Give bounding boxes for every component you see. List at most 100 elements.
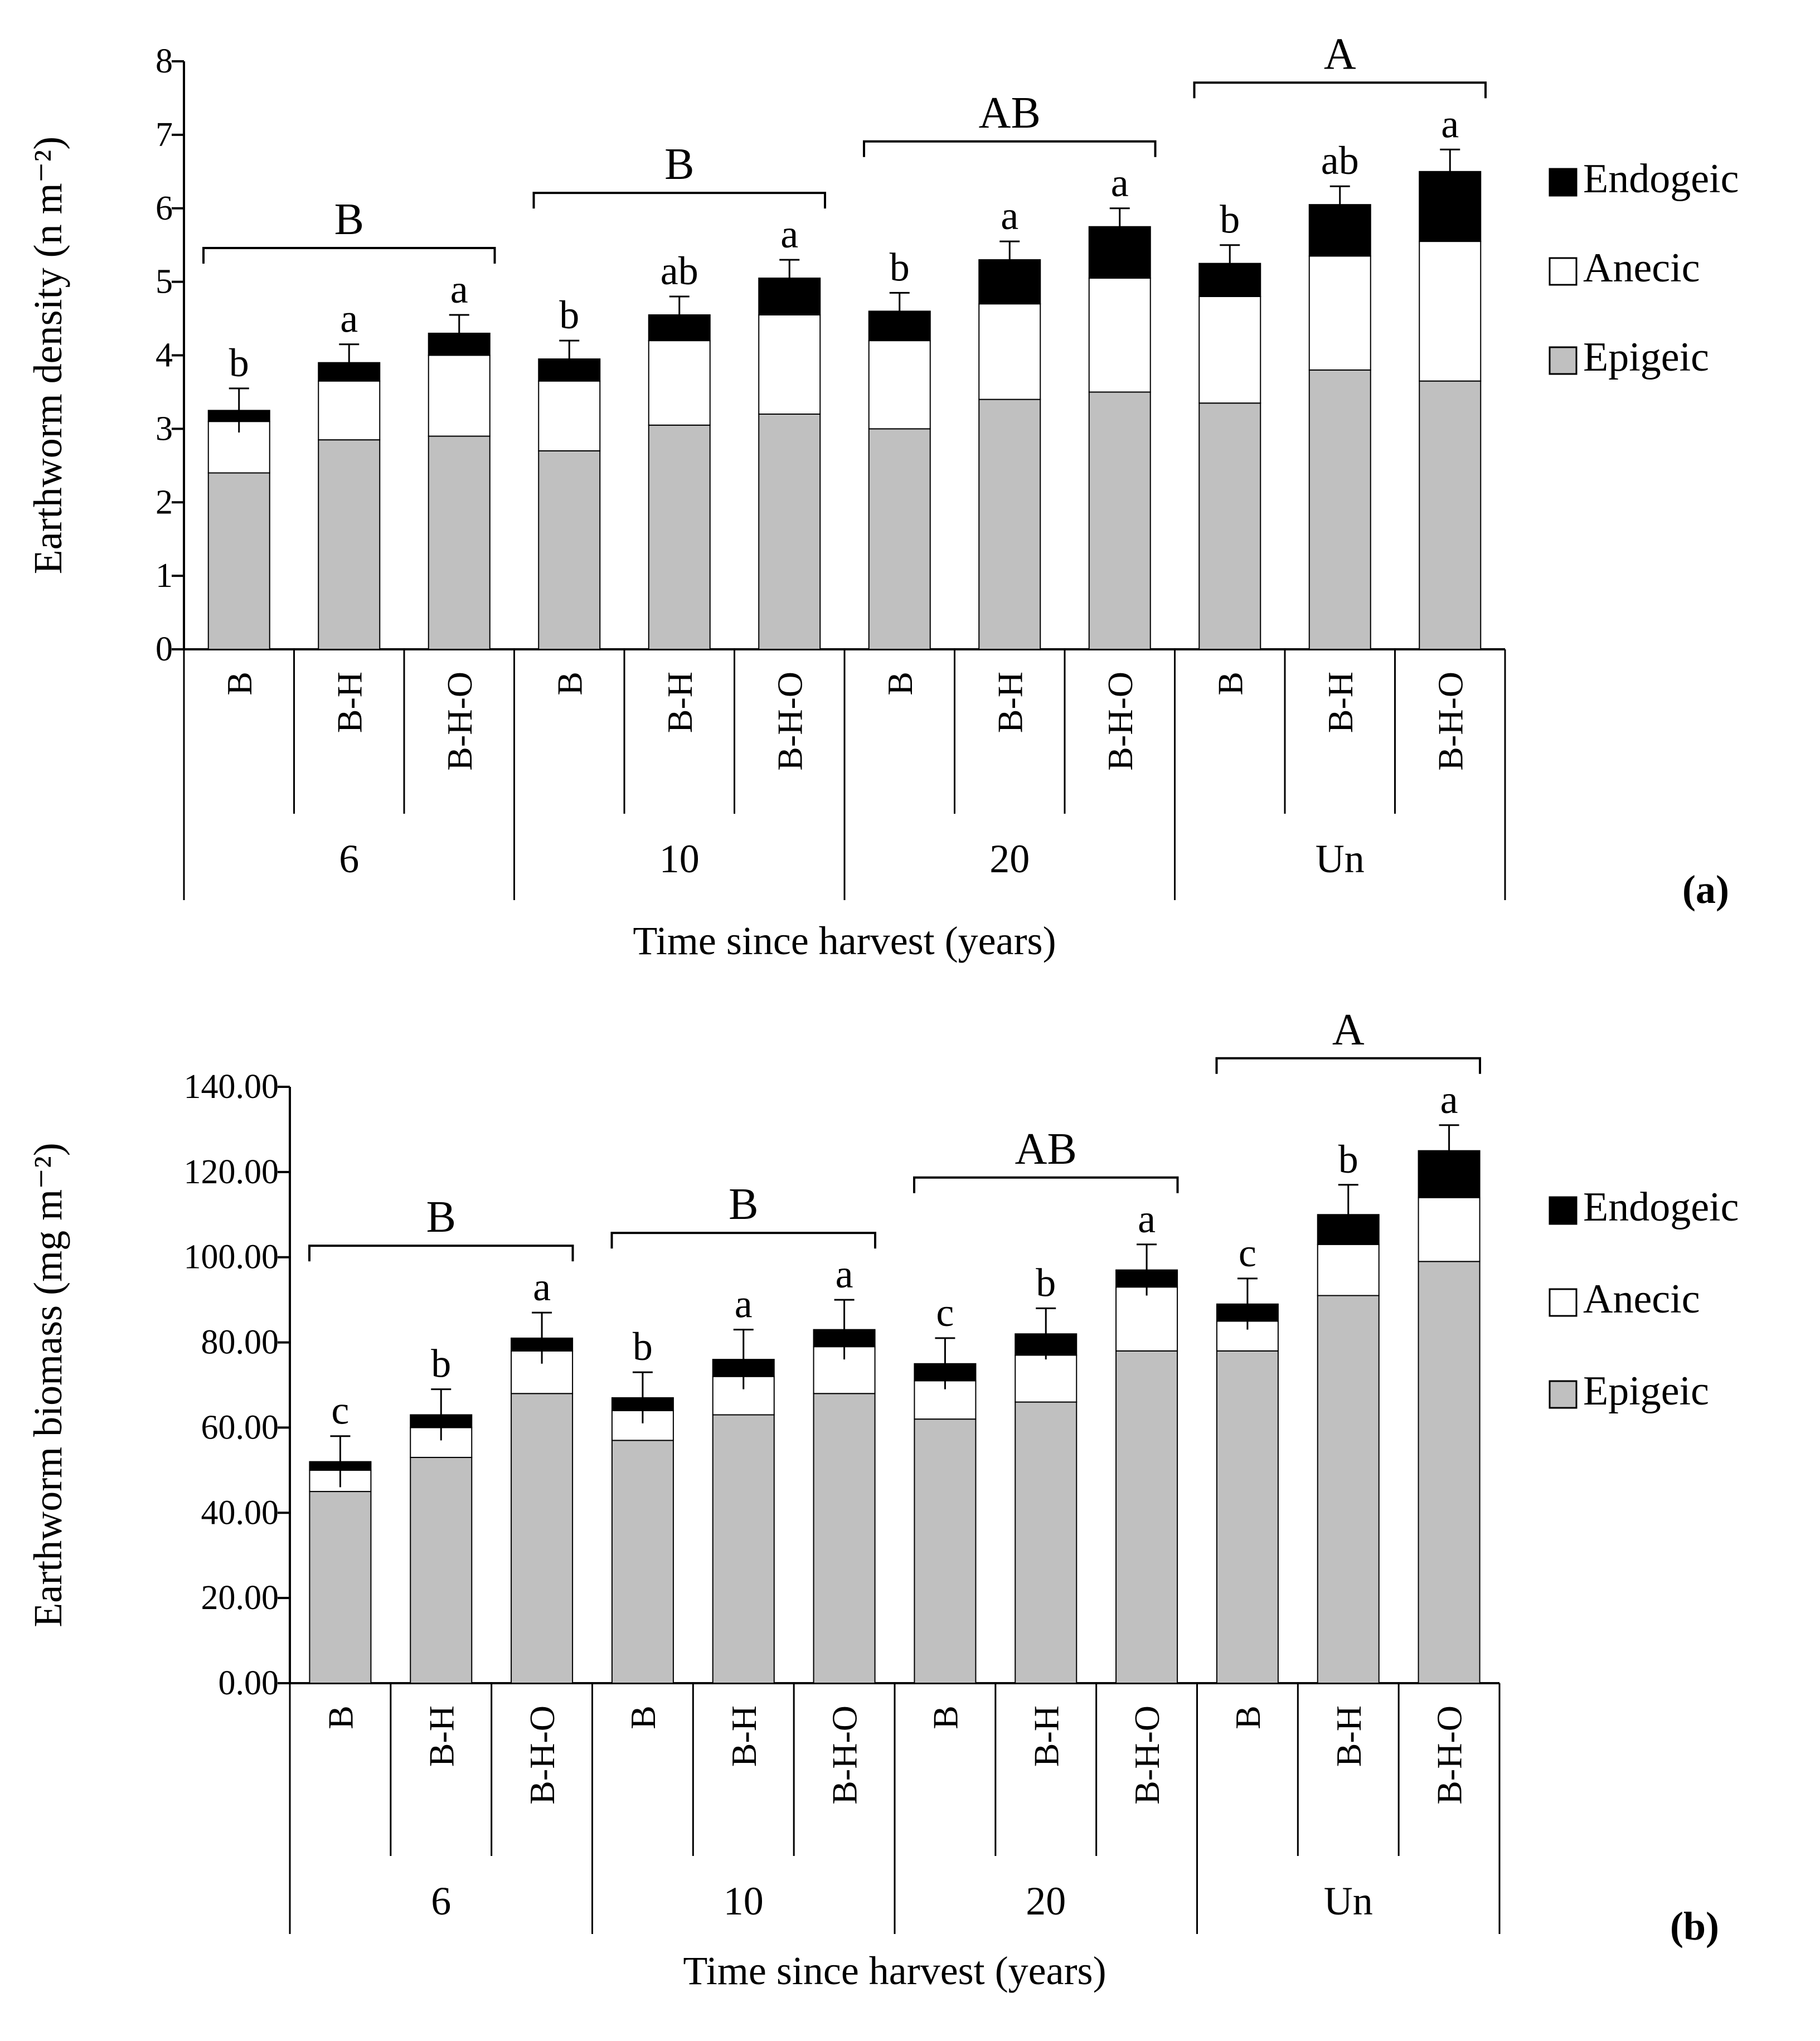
- bar-significance-letter: a: [735, 1282, 753, 1326]
- panel-a-density-chart: 0 1 2 3 4 5 6 7 8 B B-H B-H-O B B-H B-H-O B B-H B-H-O B B-H…: [26, 30, 1739, 963]
- category-label: B-H-O: [770, 672, 809, 771]
- y-tick-label: 80.00: [201, 1324, 279, 1362]
- group-label: Un: [1316, 837, 1365, 881]
- bar-epigeic-segment: [318, 439, 381, 650]
- legend-swatch-endogeic: [1549, 168, 1578, 197]
- bar-significance-letter: a: [1138, 1197, 1156, 1241]
- bar-significance-letter: b: [1036, 1260, 1056, 1305]
- panel-label: (b): [1670, 1904, 1719, 1948]
- category-label: B-H: [660, 672, 700, 733]
- group-bracket: [1193, 81, 1487, 99]
- y-tick-label: 0.00: [219, 1664, 279, 1702]
- group-bracket: [202, 246, 496, 264]
- bar-anecic-segment: [1317, 1243, 1380, 1296]
- legend-label: Endogeic: [1583, 156, 1739, 202]
- category-label: B-H: [1321, 672, 1360, 733]
- group-label: 6: [431, 1879, 451, 1923]
- legend-swatch-anecic: [1549, 1288, 1578, 1317]
- bar-significance-letter: b: [229, 341, 249, 385]
- group-label: Un: [1324, 1879, 1373, 1923]
- bar-anecic-segment: [868, 340, 931, 430]
- y-tick-label: 3: [156, 410, 173, 448]
- legend-swatch-endogeic: [1549, 1196, 1578, 1225]
- category-label: B-H-O: [440, 672, 479, 771]
- bar-epigeic-segment: [978, 399, 1041, 650]
- category-label: B: [623, 1705, 663, 1729]
- category-label: B-H: [990, 672, 1030, 733]
- y-tick-label: 140.00: [184, 1068, 279, 1106]
- bar-significance-letter: a: [1440, 1077, 1458, 1122]
- group-label: 6: [339, 837, 359, 881]
- group-significance-letter: A: [1324, 30, 1356, 79]
- bar-epigeic-segment: [511, 1393, 574, 1684]
- y-tick-label: 7: [156, 116, 173, 154]
- category-label: B-H-O: [1430, 1705, 1469, 1805]
- bar-epigeic-segment: [538, 450, 601, 650]
- bar-significance-letter: c: [1239, 1231, 1256, 1275]
- group-significance-letter: B: [334, 195, 364, 244]
- panel-b-biomass-chart: 0.00 20.00 40.00 60.00 80.00 100.00 120.00 140.…: [26, 1005, 1739, 1993]
- y-tick-label: 8: [156, 42, 173, 80]
- category-label: B-H: [329, 672, 369, 733]
- category-label: B: [1228, 1705, 1268, 1729]
- group-significance-letter: AB: [979, 89, 1041, 138]
- y-tick-label: 5: [156, 263, 173, 301]
- bar-epigeic-segment: [868, 428, 931, 650]
- bar-significance-letter: a: [450, 267, 468, 312]
- group-label: 10: [659, 837, 700, 881]
- bar-epigeic-segment: [611, 1440, 674, 1684]
- bar-epigeic-segment: [758, 414, 821, 650]
- group-significance-letter: A: [1332, 1005, 1365, 1054]
- group-bracket: [308, 1245, 574, 1262]
- bar-significance-letter: a: [780, 212, 798, 256]
- category-label: B: [1210, 672, 1250, 696]
- category-label: B-H-O: [522, 1705, 562, 1805]
- group-bracket: [532, 192, 826, 209]
- bar-significance-letter: b: [559, 293, 579, 337]
- bar-anecic-segment: [1115, 1286, 1178, 1352]
- bar-significance-letter: c: [331, 1388, 349, 1433]
- legend-swatch-anecic: [1549, 257, 1578, 286]
- bar-epigeic-segment: [1088, 391, 1151, 650]
- group-label: 20: [1026, 1879, 1066, 1923]
- bar-significance-letter: a: [836, 1252, 853, 1296]
- bar-endogeic-segment: [1198, 263, 1261, 297]
- category-label: B: [550, 672, 589, 696]
- category-label: B: [880, 672, 920, 696]
- bar-significance-letter: a: [533, 1265, 551, 1309]
- group-significance-letter: B: [729, 1180, 758, 1229]
- category-label: B: [220, 672, 259, 696]
- category-label: B-H-O: [1430, 672, 1470, 771]
- bar-significance-letter: a: [1001, 193, 1018, 238]
- bar-epigeic-segment: [712, 1414, 775, 1684]
- bar-significance-letter: b: [1220, 197, 1240, 242]
- category-label: B-H-O: [1127, 1705, 1167, 1805]
- group-bracket: [863, 140, 1157, 157]
- bar-epigeic-segment: [1115, 1350, 1178, 1684]
- bar-epigeic-segment: [648, 424, 711, 650]
- bar-epigeic-segment: [1308, 369, 1371, 650]
- legend-swatch-epigeic: [1549, 346, 1578, 375]
- bar-anecic-segment: [978, 303, 1041, 400]
- bar-epigeic-segment: [813, 1393, 876, 1684]
- bar-epigeic-segment: [1418, 1261, 1481, 1684]
- bar-anecic-segment: [712, 1376, 775, 1416]
- x-axis-title: Time since harvest (years): [633, 919, 1056, 963]
- bar-epigeic-segment: [1198, 402, 1261, 650]
- group-label: 10: [724, 1879, 764, 1923]
- bar-significance-letter: b: [431, 1342, 451, 1386]
- group-significance-letter: B: [664, 140, 694, 189]
- category-label: B-H: [724, 1705, 764, 1767]
- y-axis-title: Earthworm density (n m⁻²): [26, 137, 70, 574]
- y-tick-label: 100.00: [184, 1238, 279, 1276]
- y-tick-label: 20.00: [201, 1579, 279, 1617]
- x-axis-title: Time since harvest (years): [683, 1948, 1106, 1993]
- bar-significance-letter: c: [936, 1290, 954, 1335]
- bar-significance-letter: a: [1111, 161, 1129, 205]
- bar-anecic-segment: [611, 1410, 674, 1441]
- bar-anecic-segment: [758, 314, 821, 415]
- category-label: B-H-O: [825, 1705, 865, 1805]
- legend-label: Epigeic: [1583, 1368, 1709, 1414]
- category-label: B-H: [1026, 1705, 1066, 1767]
